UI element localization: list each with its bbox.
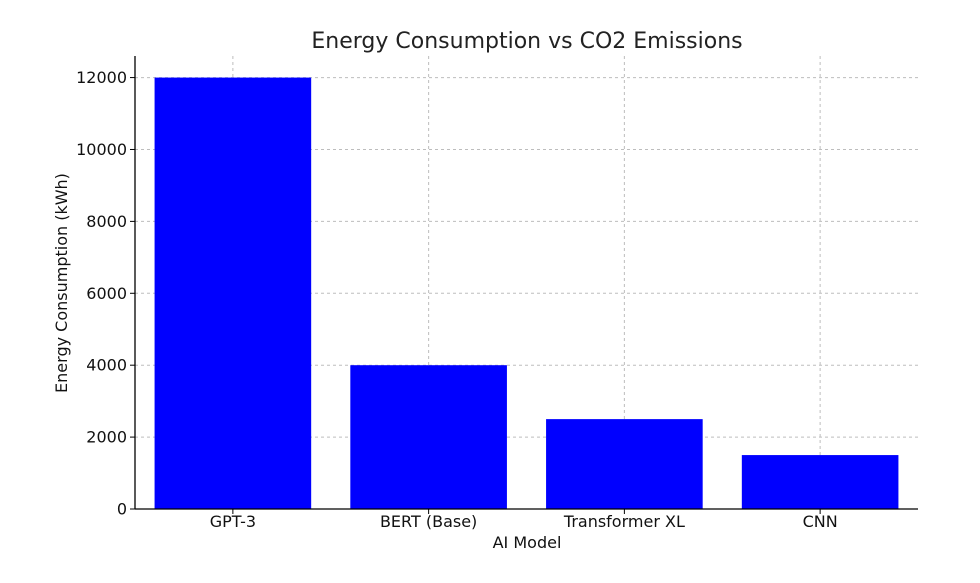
y-tick-label: 12000 [76,68,127,87]
y-tick-label: 8000 [86,212,127,231]
bar [350,365,507,509]
bar [154,77,312,510]
axes [134,56,918,510]
x-tick-label: BERT (Base) [380,512,477,531]
bars [154,77,899,510]
x-ticks: GPT-3 BERT (Base) Transformer XL CNN [210,509,838,531]
bar [741,455,899,509]
y-tick-label: 6000 [86,284,127,303]
y-tick-label: 2000 [86,428,127,447]
bar [546,419,703,509]
y-ticks: 0 2000 4000 6000 8000 10000 12000 [76,68,135,519]
x-tick-label: Transformer XL [563,512,685,531]
y-tick-label: 10000 [76,140,127,159]
y-tick-label: 0 [117,500,127,519]
chart-title: Energy Consumption vs CO2 Emissions [311,29,742,54]
y-axis-label: Energy Consumption (kWh) [52,173,71,393]
x-tick-label: GPT-3 [210,512,256,531]
x-tick-label: CNN [803,512,838,531]
x-axis-label: AI Model [493,533,562,552]
y-tick-label: 4000 [86,356,127,375]
